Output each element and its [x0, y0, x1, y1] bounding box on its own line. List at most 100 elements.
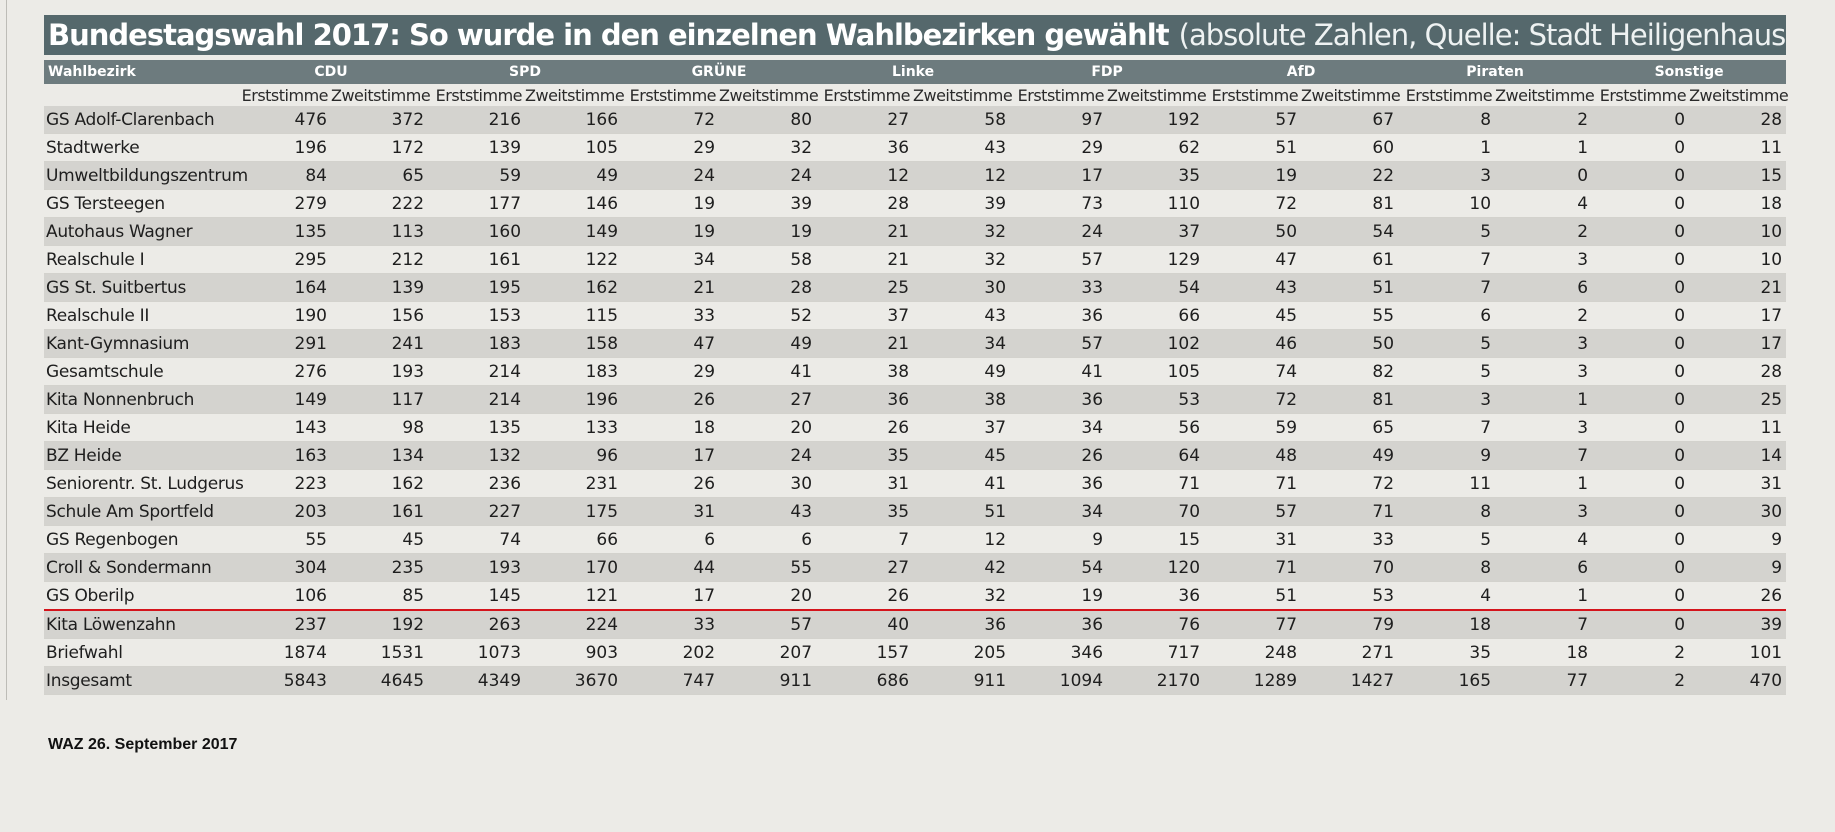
vote-count-cell: 8 — [1398, 106, 1496, 134]
vote-count-cell: 35 — [816, 497, 914, 526]
vote-count-cell: 1874 — [234, 638, 331, 667]
vote-count-cell: 36 — [1010, 469, 1108, 498]
vote-count-cell: 53 — [1107, 385, 1205, 414]
vote-count-cell: 21 — [816, 217, 914, 246]
vote-count-cell: 43 — [1204, 273, 1302, 302]
vote-count-cell: 15 — [1107, 525, 1205, 554]
party-header: AfD — [1204, 60, 1399, 84]
vote-count-cell: 102 — [1107, 329, 1205, 358]
vote-count-cell: 5 — [1398, 357, 1496, 386]
vote-count-cell: 53 — [1301, 581, 1399, 611]
vote-count-cell: 279 — [234, 189, 331, 218]
vote-count-cell: 2 — [1495, 217, 1593, 246]
vote-count-cell: 207 — [719, 638, 817, 667]
vote-type-header-row: Erststimme Zweitstimme Erststimme Zweitstim… — [44, 84, 1789, 106]
vote-count-cell: 1073 — [428, 638, 526, 667]
vote-count-cell: 8 — [1398, 553, 1496, 582]
vote-count-cell: 11 — [1689, 413, 1787, 442]
vote-count-cell: 65 — [1301, 413, 1399, 442]
vote-count-cell: 196 — [234, 133, 331, 162]
vote-count-cell: 295 — [234, 245, 331, 274]
party-header: Piraten — [1398, 60, 1593, 84]
vote-count-cell: 98 — [331, 413, 429, 442]
vote-count-cell: 193 — [428, 553, 526, 582]
vote-count-cell: 79 — [1301, 610, 1399, 639]
vote-count-cell: 911 — [913, 666, 1011, 695]
vote-count-cell: 6 — [1398, 301, 1496, 330]
vote-count-cell: 6 — [622, 525, 720, 554]
vote-count-cell: 35 — [1398, 638, 1496, 667]
vote-count-cell: 27 — [816, 106, 914, 134]
vote-count-cell: 106 — [234, 581, 331, 611]
vote-count-cell: 66 — [1107, 301, 1205, 330]
vote-count-cell: 48 — [1204, 441, 1302, 470]
vote-count-cell: 3 — [1495, 497, 1593, 526]
scan-edge-line — [6, 0, 7, 700]
vote-count-cell: 71 — [1107, 469, 1205, 498]
vote-count-cell: 41 — [1010, 357, 1108, 386]
vote-count-cell: 84 — [234, 161, 331, 190]
vote-count-cell: 32 — [719, 133, 817, 162]
table-row: Kita Löwenzahn 237 192 263 224 33 57 40 36 36 76 77… — [44, 610, 1787, 639]
vote-count-cell: 46 — [1204, 329, 1302, 358]
vote-count-cell: 0 — [1592, 357, 1690, 386]
party-header: Sonstige — [1592, 60, 1787, 84]
vote-type-header: Zweitstimme — [719, 85, 819, 105]
vote-count-cell: 3 — [1495, 413, 1593, 442]
vote-count-cell: 0 — [1592, 469, 1690, 498]
vote-count-cell: 54 — [1107, 273, 1205, 302]
district-name: Schule Am Sportfeld — [44, 497, 234, 526]
vote-count-cell: 25 — [816, 273, 914, 302]
vote-count-cell: 133 — [525, 413, 623, 442]
vote-count-cell: 39 — [1689, 610, 1787, 639]
vote-count-cell: 231 — [525, 469, 623, 498]
table-row: Gesamtschule 276 193 214 183 29 41 38 49 41 105 74 8… — [44, 357, 1787, 386]
vote-count-cell: 51 — [913, 497, 1011, 526]
vote-count-cell: 263 — [428, 610, 526, 639]
vote-count-cell: 747 — [622, 666, 720, 695]
vote-count-cell: 903 — [525, 638, 623, 667]
vote-count-cell: 32 — [913, 245, 1011, 274]
vote-count-cell: 7 — [1398, 273, 1496, 302]
vote-count-cell: 74 — [428, 525, 526, 554]
vote-count-cell: 51 — [1204, 581, 1302, 611]
vote-count-cell: 2 — [1495, 106, 1593, 134]
vote-count-cell: 9 — [1398, 441, 1496, 470]
vote-count-cell: 193 — [331, 357, 429, 386]
vote-count-cell: 59 — [1204, 413, 1302, 442]
table-row: GS Tersteegen 279 222 177 146 19 39 28 39 73 110 72… — [44, 189, 1787, 218]
vote-count-cell: 686 — [816, 666, 914, 695]
vote-count-cell: 45 — [913, 441, 1011, 470]
vote-count-cell: 0 — [1592, 497, 1690, 526]
vote-count-cell: 3 — [1398, 161, 1496, 190]
vote-count-cell: 132 — [428, 441, 526, 470]
vote-count-cell: 26 — [1689, 581, 1787, 611]
vote-count-cell: 29 — [622, 357, 720, 386]
vote-count-cell: 0 — [1592, 217, 1690, 246]
district-name: GS Tersteegen — [44, 189, 234, 218]
vote-count-cell: 51 — [1204, 133, 1302, 162]
vote-count-cell: 45 — [331, 525, 429, 554]
results-table: Wahlbezirk CDU SPD GRÜNE Linke FDP AfD Piraten… — [44, 60, 1789, 695]
vote-count-cell: 165 — [1398, 666, 1496, 695]
vote-count-cell: 37 — [816, 301, 914, 330]
vote-type-header: Zweitstimme — [1689, 85, 1789, 105]
district-name: GS St. Suitbertus — [44, 273, 234, 302]
vote-count-cell: 177 — [428, 189, 526, 218]
vote-type-header: Zweitstimme — [331, 85, 431, 105]
vote-count-cell: 28 — [719, 273, 817, 302]
district-name: Realschule II — [44, 301, 234, 330]
vote-count-cell: 50 — [1204, 217, 1302, 246]
vote-count-cell: 192 — [1107, 106, 1205, 134]
vote-count-cell: 164 — [234, 273, 331, 302]
vote-count-cell: 10 — [1398, 189, 1496, 218]
vote-count-cell: 5 — [1398, 525, 1496, 554]
vote-count-cell: 241 — [331, 329, 429, 358]
vote-count-cell: 223 — [234, 469, 331, 498]
vote-count-cell: 156 — [331, 301, 429, 330]
vote-count-cell: 72 — [1204, 189, 1302, 218]
vote-count-cell: 19 — [622, 189, 720, 218]
vote-count-cell: 2 — [1592, 666, 1690, 695]
vote-count-cell: 27 — [719, 385, 817, 414]
vote-count-cell: 224 — [525, 610, 623, 639]
